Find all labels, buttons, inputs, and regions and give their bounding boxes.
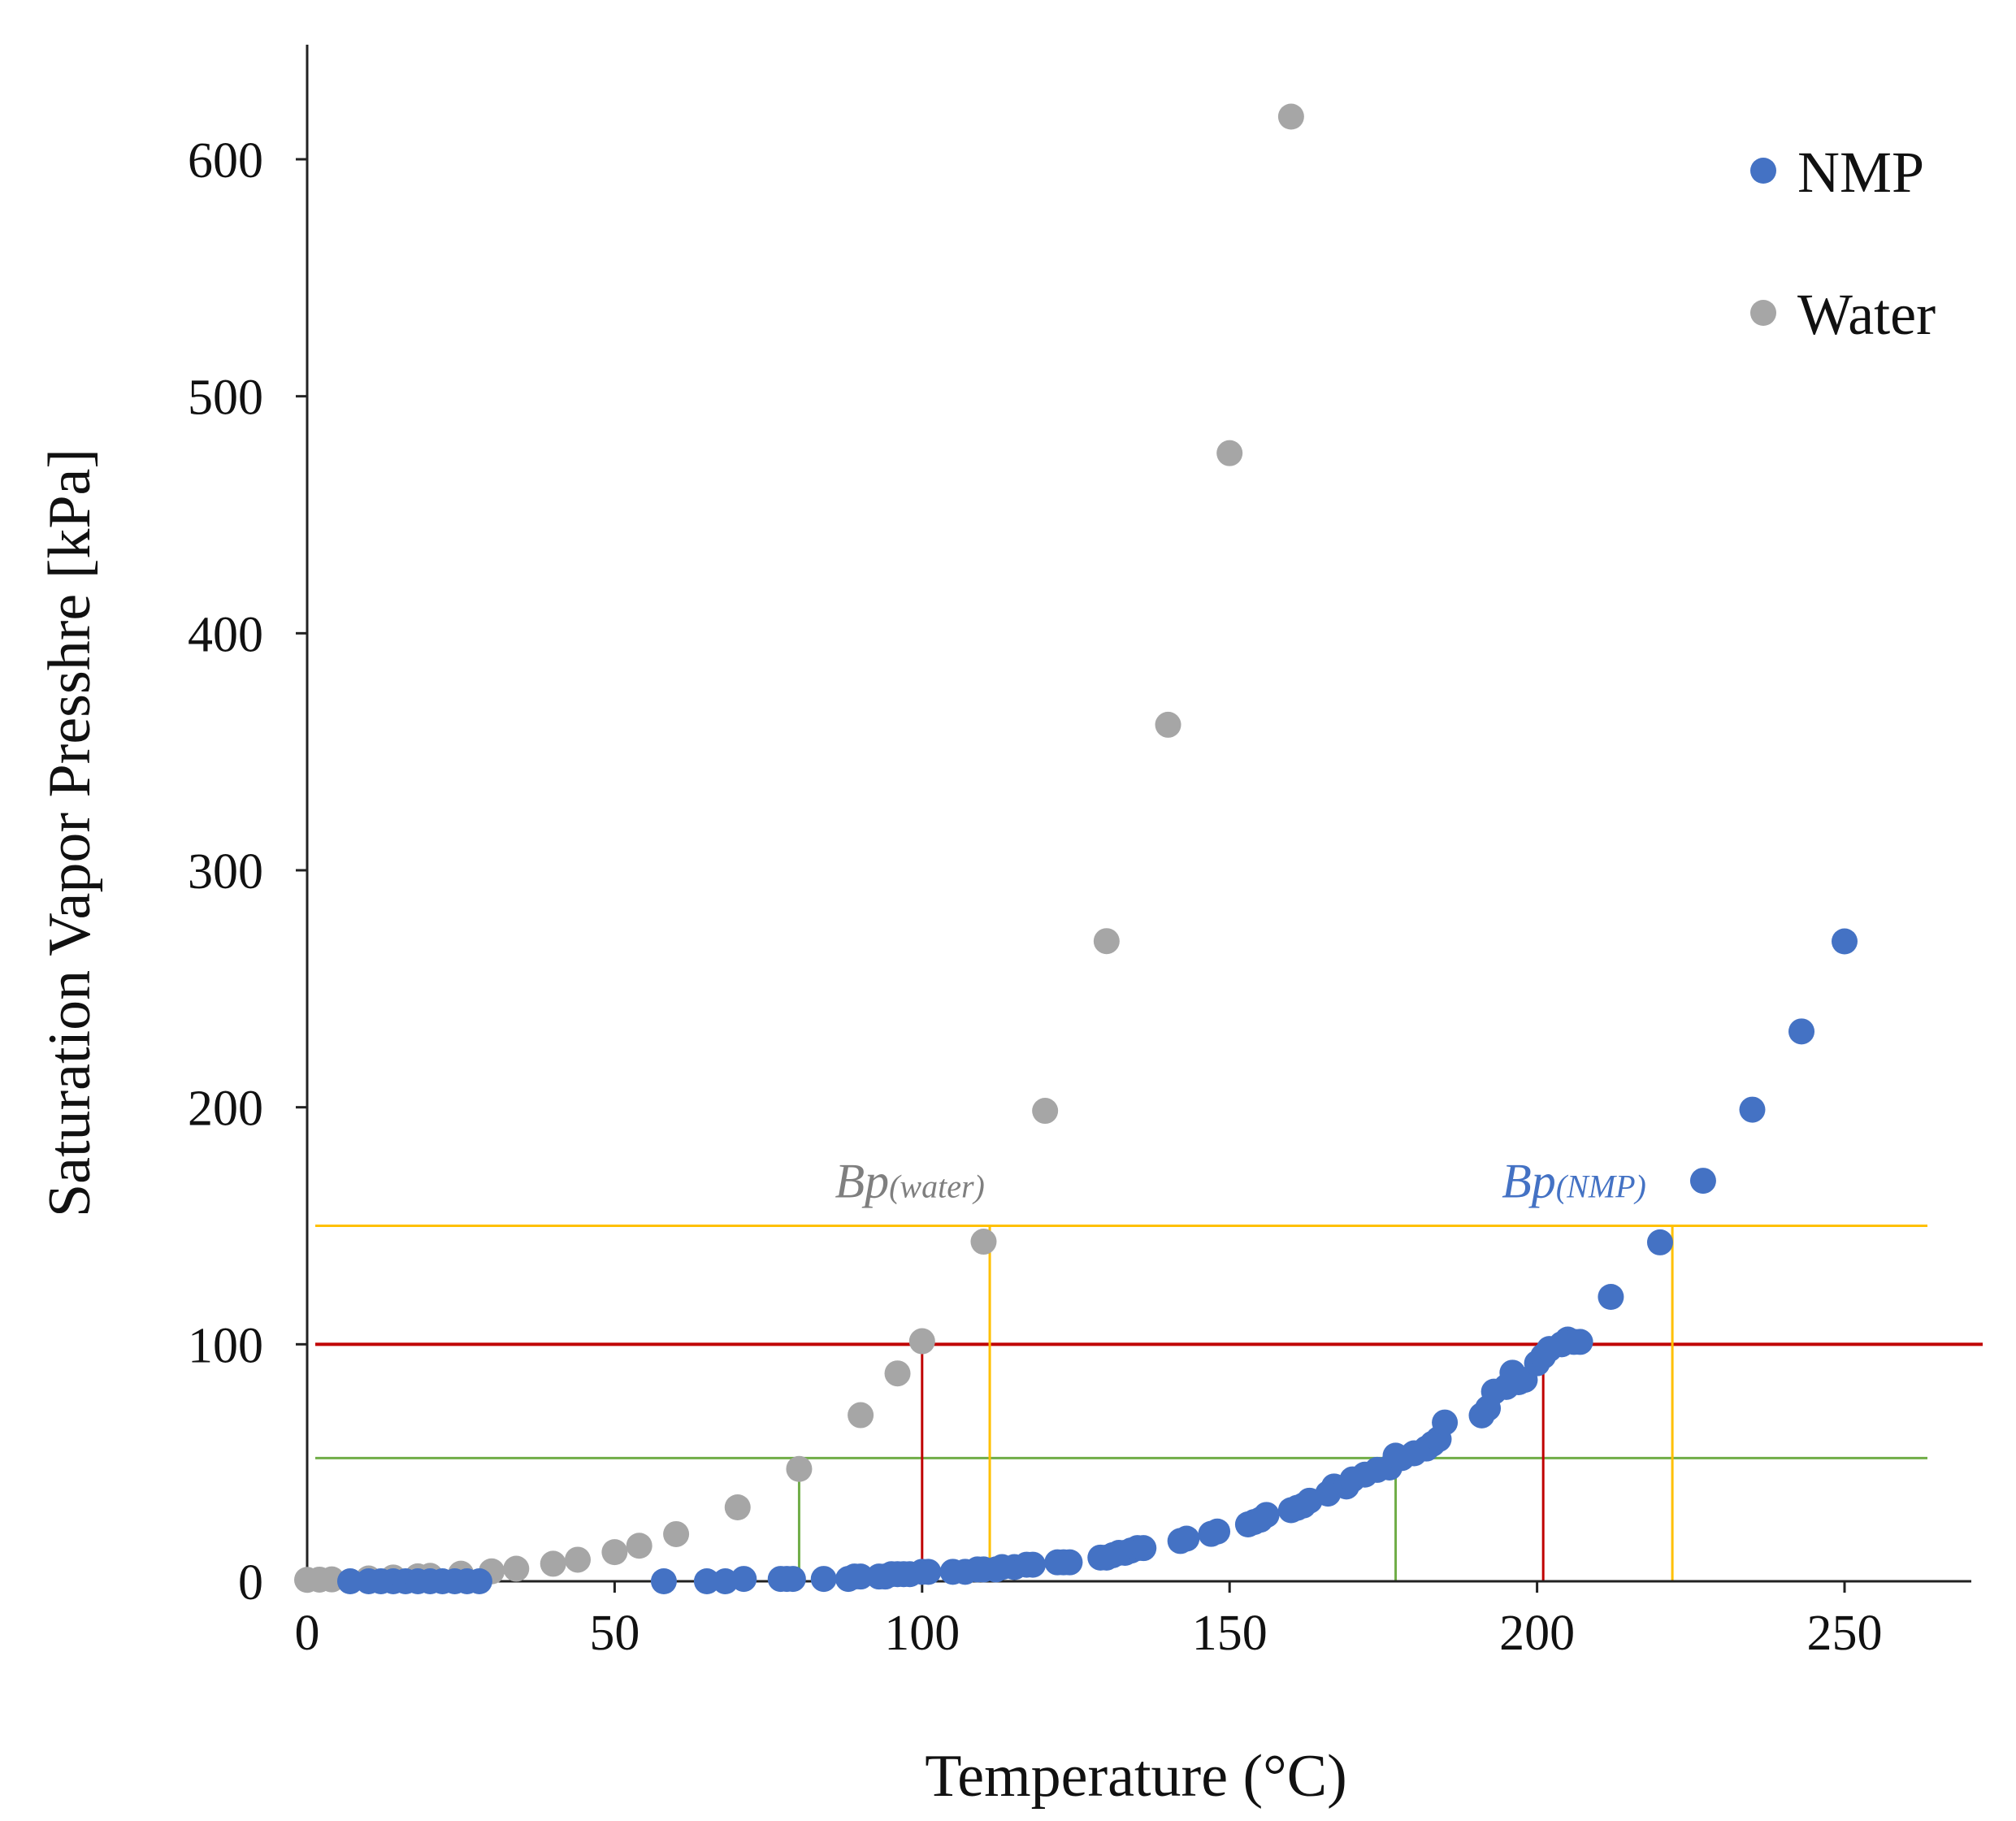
point-nmp bbox=[336, 1568, 363, 1594]
y-tick-label: 200 bbox=[188, 1082, 263, 1137]
x-axis-title: Temperature (°C) bbox=[925, 1743, 1347, 1810]
y-tick-label: 500 bbox=[188, 371, 263, 426]
point-nmp bbox=[1689, 1168, 1716, 1194]
legend-marker-water bbox=[1750, 300, 1776, 326]
point-water bbox=[1155, 711, 1181, 738]
annotation-bp-water: Bp(water) bbox=[835, 1155, 984, 1208]
point-water bbox=[908, 1328, 935, 1355]
point-water bbox=[1093, 928, 1120, 955]
x-tick-label: 150 bbox=[1192, 1606, 1268, 1661]
y-tick-label: 100 bbox=[188, 1318, 263, 1373]
point-water bbox=[1216, 440, 1243, 466]
point-water bbox=[626, 1533, 652, 1559]
point-water bbox=[601, 1539, 628, 1566]
y-tick-label: 300 bbox=[188, 844, 263, 900]
legend-marker-nmp bbox=[1750, 158, 1776, 184]
annotation-bp-nmp: Bp(NMP) bbox=[1502, 1155, 1646, 1208]
point-water bbox=[970, 1229, 997, 1255]
point-nmp bbox=[1056, 1549, 1083, 1576]
y-tick-label: 400 bbox=[188, 607, 263, 662]
point-nmp bbox=[1739, 1096, 1766, 1123]
point-water bbox=[724, 1494, 751, 1520]
point-nmp bbox=[779, 1566, 806, 1593]
data-points bbox=[294, 103, 1858, 1594]
point-water bbox=[564, 1546, 591, 1573]
point-water bbox=[786, 1455, 813, 1482]
point-water bbox=[503, 1555, 530, 1582]
point-water bbox=[540, 1550, 566, 1577]
point-water bbox=[848, 1402, 874, 1429]
legend-label-water: Water bbox=[1797, 282, 1936, 347]
point-nmp bbox=[1204, 1518, 1231, 1545]
x-tick-label: 100 bbox=[884, 1606, 960, 1661]
point-nmp bbox=[810, 1566, 837, 1593]
point-nmp bbox=[848, 1563, 874, 1590]
point-nmp bbox=[1788, 1018, 1815, 1045]
point-nmp bbox=[1832, 928, 1858, 955]
point-nmp bbox=[1646, 1229, 1673, 1255]
point-nmp bbox=[1598, 1284, 1624, 1310]
point-nmp bbox=[915, 1559, 942, 1585]
x-tick-label: 200 bbox=[1499, 1606, 1575, 1661]
y-axis-title: Saturation Vapor Presshre [kPa] bbox=[37, 449, 103, 1217]
point-nmp bbox=[1130, 1535, 1157, 1562]
legend-label-nmp: NMP bbox=[1797, 140, 1924, 205]
point-nmp bbox=[1432, 1409, 1459, 1436]
y-tick-label: 600 bbox=[188, 133, 263, 189]
point-nmp bbox=[1567, 1329, 1593, 1355]
point-nmp bbox=[650, 1568, 677, 1594]
point-nmp bbox=[693, 1568, 720, 1594]
point-nmp bbox=[1173, 1525, 1200, 1552]
bp-annotations: Bp(water) Bp(NMP) bbox=[835, 1155, 1645, 1208]
point-nmp bbox=[731, 1566, 757, 1593]
axis-ticks: 0 50 100 150 200 250 0 100 200 300 400 500 600 bbox=[188, 133, 1883, 1661]
x-tick-label: 0 bbox=[295, 1606, 320, 1661]
reference-lines bbox=[315, 1225, 1983, 1581]
point-nmp bbox=[1020, 1551, 1047, 1578]
point-nmp bbox=[1253, 1502, 1280, 1528]
point-water bbox=[1277, 103, 1304, 130]
x-tick-label: 50 bbox=[589, 1606, 639, 1661]
axes bbox=[306, 45, 1971, 1583]
point-water bbox=[663, 1520, 690, 1547]
point-water bbox=[1032, 1098, 1059, 1125]
y-tick-label: 0 bbox=[238, 1555, 263, 1611]
x-tick-label: 250 bbox=[1807, 1606, 1883, 1661]
point-nmp bbox=[466, 1568, 492, 1594]
legend: NMP Water bbox=[1750, 140, 1936, 347]
point-water bbox=[884, 1360, 911, 1387]
